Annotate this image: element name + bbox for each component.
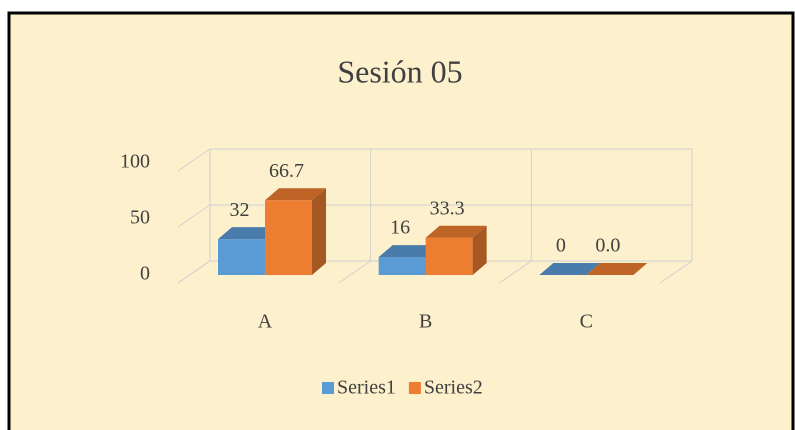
data-label: 0 bbox=[556, 235, 566, 257]
x-tick-label: C bbox=[580, 311, 593, 333]
x-tick-label: A bbox=[258, 311, 273, 333]
bar-top bbox=[539, 263, 601, 275]
bar-front bbox=[218, 239, 265, 275]
bar-side bbox=[472, 225, 487, 275]
y-tick-label: 50 bbox=[130, 207, 150, 229]
data-label: 33.3 bbox=[430, 197, 465, 219]
legend-label: Series2 bbox=[424, 377, 483, 399]
bar-top bbox=[586, 263, 648, 275]
bar-front bbox=[265, 200, 312, 275]
data-label: 0.0 bbox=[595, 235, 620, 257]
legend-label: Series1 bbox=[337, 377, 396, 399]
bar-top bbox=[218, 227, 279, 240]
floor-line bbox=[659, 260, 693, 284]
bar-top bbox=[265, 188, 326, 201]
chart-title: Sesión 05 bbox=[337, 53, 462, 89]
chart-frame bbox=[7, 11, 795, 430]
x-tick-label: B bbox=[419, 311, 432, 333]
bar-side bbox=[312, 188, 326, 275]
legend-swatch bbox=[408, 382, 421, 394]
bar-top bbox=[425, 225, 487, 238]
grid-line bbox=[177, 204, 211, 228]
bar-top bbox=[378, 245, 440, 258]
data-label: 16 bbox=[390, 217, 410, 239]
data-label: 66.7 bbox=[269, 160, 304, 182]
bar-front bbox=[425, 237, 473, 275]
floor-line bbox=[177, 260, 211, 284]
y-tick-label: 100 bbox=[120, 151, 150, 173]
floor-line bbox=[338, 260, 371, 284]
legend-swatch bbox=[322, 382, 334, 394]
y-tick-label: 0 bbox=[140, 263, 150, 285]
bar-front bbox=[378, 257, 426, 275]
floor-line bbox=[499, 260, 532, 284]
data-label: 32 bbox=[230, 199, 250, 221]
grid-line bbox=[177, 148, 211, 172]
